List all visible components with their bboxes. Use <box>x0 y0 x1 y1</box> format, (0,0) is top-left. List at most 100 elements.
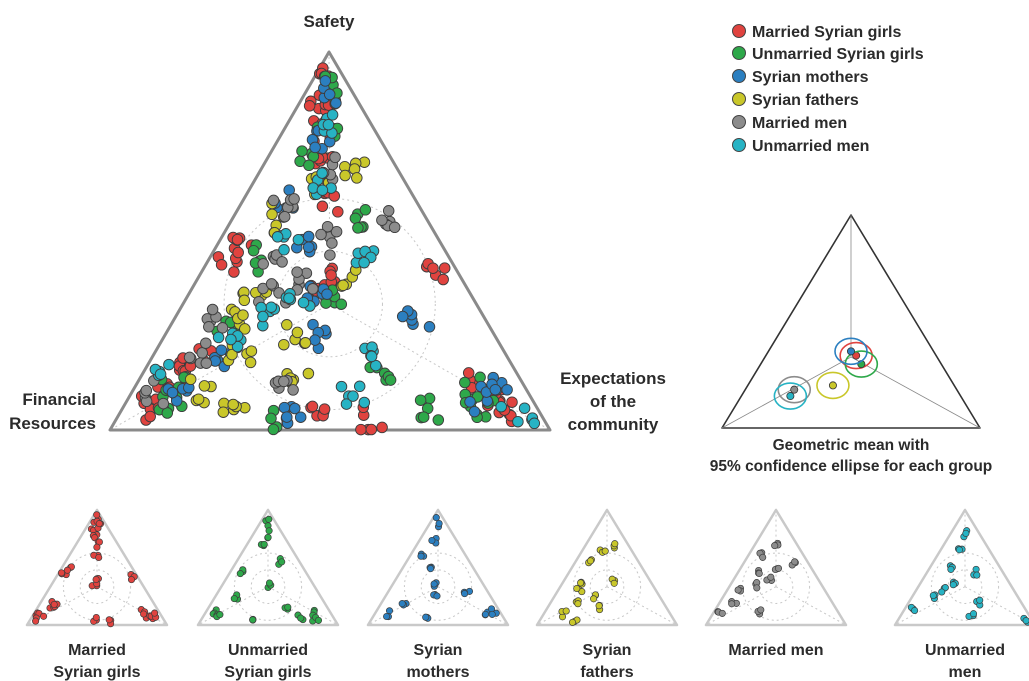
main-point-0-18-1 <box>355 423 367 436</box>
legend-swatch-1 <box>732 46 746 60</box>
small-point-3-5-2 <box>562 607 570 615</box>
inset-mean-4 <box>790 385 799 394</box>
main-point-4-6-2 <box>326 237 338 249</box>
inset-mean-5 <box>786 392 795 401</box>
small-grid-5-ring <box>930 552 1000 621</box>
small-point-1-2-2 <box>260 540 268 548</box>
small-multiple-4: Married men <box>704 508 848 659</box>
legend-item: Syrian fathers <box>732 92 859 109</box>
main-point-4-5-3 <box>200 357 213 369</box>
main-point-5-2-1 <box>278 244 290 256</box>
vertex-label-left-line1: Financial <box>22 390 96 409</box>
main-point-5-5-1 <box>512 415 524 428</box>
small-point-1-4-2 <box>216 611 224 619</box>
legend-label-2: Syrian mothers <box>752 69 869 86</box>
small-point-3-7-2 <box>610 579 618 587</box>
small-point-3-3-1 <box>578 588 586 596</box>
small-multiple-label-5-1: men <box>949 664 982 681</box>
main-point-5-6-5 <box>257 310 269 323</box>
main-point-1-5-3 <box>459 376 471 389</box>
small-point-3-4-2 <box>574 600 582 608</box>
main-point-3-8-5 <box>302 367 315 380</box>
small-point-5-10-2 <box>976 596 984 604</box>
main-grid-spoke <box>329 303 551 431</box>
inset-triangle-frame <box>721 214 981 429</box>
vertex-label-right-line1: Expectations <box>560 369 666 388</box>
legend-swatch-5 <box>732 138 746 152</box>
main-point-2-11-5 <box>396 310 409 323</box>
small-point-5-2-2 <box>947 565 955 573</box>
small-grid-2-ring <box>403 552 473 621</box>
main-point-3-9-3 <box>217 406 230 418</box>
small-point-5-4-2 <box>929 591 937 600</box>
main-point-4-8-4 <box>287 384 299 396</box>
small-multiple-label-0-0: Married <box>68 642 126 659</box>
small-point-2-8-2 <box>427 565 435 573</box>
small-grid-1-spoke <box>267 586 339 626</box>
legend-label-3: Syrian fathers <box>752 92 859 109</box>
main-point-2-6-5 <box>489 383 502 396</box>
small-point-5-5-2 <box>1022 617 1029 625</box>
main-point-3-5-3 <box>198 380 211 392</box>
main-point-3-2-2 <box>266 208 278 221</box>
small-point-1-9-2 <box>284 603 292 611</box>
small-grid-1-ring <box>250 569 286 604</box>
small-multiple-label-1-0: Unmarried <box>228 642 308 659</box>
main-point-2-11-1 <box>423 321 436 333</box>
small-grid-3-ring <box>589 569 625 604</box>
legend-label-1: Unmarried Syrian girls <box>752 46 924 63</box>
main-point-0-0-5 <box>303 100 316 112</box>
small-point-2-1-2 <box>428 536 436 545</box>
small-point-3-0-2 <box>601 547 609 555</box>
small-point-1-0-1 <box>265 515 273 523</box>
small-triangle-frame-0 <box>25 508 169 627</box>
main-point-3-1-4 <box>351 172 363 184</box>
inset-mean-2 <box>847 347 856 356</box>
main-point-5-5-0 <box>518 402 531 414</box>
main-point-4-10-4 <box>376 214 388 226</box>
main-ternary-points <box>135 62 541 436</box>
small-point-3-3-2 <box>573 584 581 593</box>
main-point-3-5-5 <box>192 393 205 405</box>
main-point-5-7-5 <box>358 256 370 269</box>
small-point-0-5-2 <box>32 617 40 625</box>
main-point-3-4-2 <box>244 356 257 369</box>
vertex-label-right-line3: community <box>568 415 659 434</box>
main-point-4-1-2 <box>267 194 280 207</box>
main-point-5-3-2 <box>163 358 175 371</box>
main-point-1-10-5 <box>265 412 277 425</box>
main-point-4-4-4 <box>157 397 170 410</box>
main-point-0-16-2 <box>316 200 329 213</box>
inset-ellipse-2 <box>834 337 868 366</box>
small-grid-2-spoke <box>367 586 439 626</box>
small-grid-2-ring <box>420 569 456 604</box>
small-point-3-2-2 <box>586 557 595 565</box>
small-point-5-3-2 <box>911 606 919 615</box>
main-triangle-frame <box>108 50 552 432</box>
main-point-0-13-2 <box>228 266 240 278</box>
small-point-4-4-2 <box>718 609 726 617</box>
inset-caption-line2: 95% confidence ellipse for each group <box>710 458 993 475</box>
main-point-4-6-4 <box>321 220 334 233</box>
legend-swatch-3 <box>732 92 746 106</box>
main-point-2-9-3 <box>289 402 301 415</box>
small-point-3-6-2 <box>577 579 585 587</box>
vertex-label-left-line2: Resources <box>9 414 96 433</box>
main-point-4-1-5 <box>278 210 291 223</box>
main-point-0-14-4 <box>231 233 244 246</box>
main-point-5-8-3 <box>358 396 371 409</box>
main-point-5-5-5 <box>528 417 541 430</box>
small-point-1-7-2 <box>265 579 274 587</box>
main-point-0-10-5 <box>462 367 475 379</box>
small-grid-3-spoke <box>536 586 608 626</box>
main-point-4-3-4 <box>203 321 215 333</box>
small-grid-4-ring <box>758 569 794 604</box>
vertex-label-right-line2: of the <box>590 392 636 411</box>
small-point-4-9-2 <box>767 573 775 581</box>
small-point-5-6-2 <box>938 588 946 596</box>
main-point-5-1-3 <box>316 167 328 179</box>
small-point-0-10-2 <box>140 610 148 618</box>
legend-label-0: Married Syrian girls <box>752 24 901 41</box>
small-point-2-4-2 <box>398 600 406 608</box>
small-multiple-3: Syrian fathers <box>535 508 679 681</box>
